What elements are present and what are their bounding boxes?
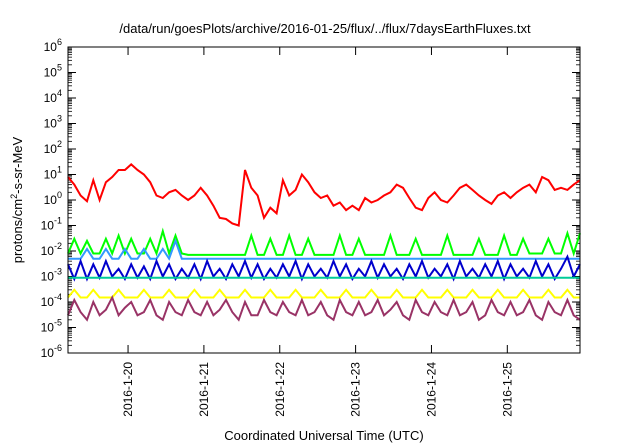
y-tick-labels: 10-610-510-410-310-210-11001011021031041…: [41, 37, 62, 360]
y-tick-label: 10-4: [41, 292, 62, 309]
tick-marks: [68, 46, 580, 354]
y-tick-exponent: -6: [54, 343, 62, 353]
series-line-3: [68, 237, 580, 261]
x-tick-label: 2016-1-25: [500, 362, 514, 417]
y-tick-base: 10: [44, 66, 58, 80]
y-tick-exponent: -4: [54, 292, 62, 302]
y-axis-label-rest: -s-sr-MeV: [10, 136, 25, 193]
y-tick-label: 10-1: [41, 216, 62, 233]
y-tick-base: 10: [44, 91, 58, 105]
x-tick-label: 2016-1-24: [424, 362, 438, 417]
y-tick-exponent: 5: [57, 63, 62, 73]
y-tick-exponent: 0: [57, 190, 62, 200]
y-axis-label: protons/cm2-s-sr-MeV: [9, 136, 25, 263]
y-tick-exponent: 2: [57, 139, 62, 149]
y-tick-label: 102: [44, 139, 62, 156]
y-tick-base: 10: [41, 321, 55, 335]
series-line-4: [67, 254, 581, 282]
x-tick-labels: 2016-1-20 2016-1-21 2016-1-22 2016-1-23 2016…: [121, 362, 514, 417]
y-tick-exponent: -1: [54, 216, 62, 226]
x-tick-label: 2016-1-23: [349, 362, 363, 417]
series-line-1: [67, 163, 581, 227]
y-tick-label: 103: [44, 114, 62, 131]
y-tick-base: 10: [41, 295, 55, 309]
y-axis-label-sup: 2: [9, 194, 19, 199]
series-line-2: [67, 227, 581, 257]
x-tick-label: 2016-1-21: [197, 362, 211, 417]
y-tick-exponent: -5: [54, 318, 62, 328]
y-tick-base: 10: [41, 219, 55, 233]
y-tick-label: 10-5: [41, 318, 62, 335]
y-tick-label: 104: [44, 88, 62, 105]
y-tick-label: 106: [44, 37, 62, 54]
x-axis-label: Coordinated Universal Time (UTC): [224, 428, 423, 443]
y-tick-exponent: -2: [54, 241, 62, 251]
y-tick-base: 10: [41, 244, 55, 258]
x-tick-label: 2016-1-20: [121, 362, 135, 417]
y-tick-base: 10: [44, 40, 58, 54]
y-tick-exponent: 4: [57, 88, 62, 98]
series-line-7: [67, 295, 581, 322]
y-tick-label: 101: [44, 165, 62, 182]
chart-title: /data/run/goesPlots/archive/2016-01-25/f…: [119, 21, 531, 36]
y-tick-label: 10-6: [41, 343, 62, 360]
y-tick-exponent: 3: [57, 114, 62, 124]
y-tick-label: 100: [44, 190, 62, 207]
y-axis-label-base: protons/cm: [10, 199, 25, 263]
y-tick-label: 10-3: [41, 267, 62, 284]
y-tick-label: 105: [44, 63, 62, 80]
plot-frame: [67, 46, 581, 354]
series-line-6: [67, 288, 580, 299]
y-tick-exponent: 6: [57, 37, 62, 47]
series-layer: [67, 163, 581, 322]
y-tick-base: 10: [41, 270, 55, 284]
y-tick-exponent: 1: [57, 165, 62, 175]
y-tick-base: 10: [44, 168, 58, 182]
x-tick-label: 2016-1-22: [273, 362, 287, 417]
y-tick-base: 10: [44, 193, 58, 207]
y-tick-base: 10: [44, 142, 58, 156]
y-tick-base: 10: [44, 117, 58, 131]
y-tick-label: 10-2: [41, 241, 62, 258]
y-tick-exponent: -3: [54, 267, 62, 277]
y-tick-base: 10: [41, 346, 55, 360]
